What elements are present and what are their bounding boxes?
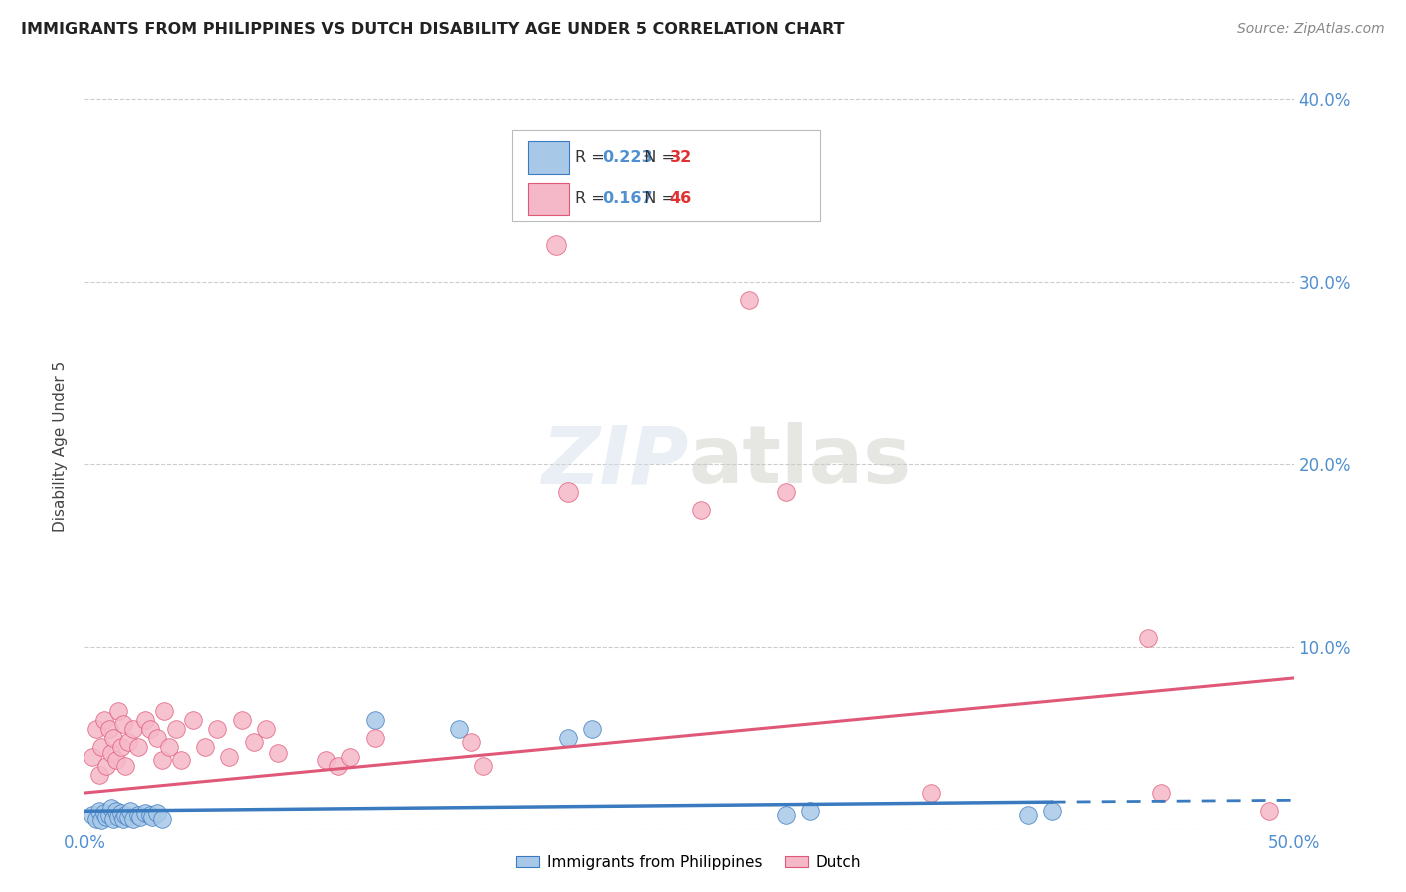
Point [581,722,603,736]
Point [138,722,160,736]
Point [181,713,204,727]
Text: R =: R = [575,191,610,206]
Point [134,806,156,821]
Point [121,722,143,736]
Point [153,704,176,718]
Point [194,740,217,755]
Point [100,800,122,814]
Point [254,722,277,736]
Point [557,484,579,499]
Point [117,810,139,824]
Point [134,713,156,727]
Text: 0.223: 0.223 [602,150,652,165]
Point [460,735,482,749]
Point [1149,786,1171,800]
Point [775,808,797,822]
Point [138,808,160,822]
Point [80,808,103,822]
Text: Source: ZipAtlas.com: Source: ZipAtlas.com [1237,22,1385,37]
Point [544,238,567,252]
Point [738,293,761,307]
Point [207,722,229,736]
Point [127,740,149,755]
Point [328,758,350,772]
Point [472,758,495,772]
Text: 32: 32 [669,150,692,165]
Text: ZIP: ZIP [541,422,689,500]
Point [799,805,821,819]
Text: N =: N = [634,191,681,206]
Text: N =: N = [634,150,681,165]
Point [114,758,136,772]
Point [114,808,136,822]
Point [103,731,125,746]
Point [165,722,187,736]
Text: R =: R = [575,150,610,165]
Point [90,814,112,828]
Point [1017,808,1039,822]
Point [150,812,173,826]
Point [97,808,120,822]
Point [87,805,110,819]
Point [775,484,797,499]
Point [103,812,125,826]
Point [104,753,127,767]
Point [315,753,337,767]
Point [117,735,139,749]
Y-axis label: Disability Age Under 5: Disability Age Under 5 [53,360,69,532]
Point [363,731,385,746]
Point [129,810,152,824]
Point [93,806,115,821]
Point [86,722,108,736]
Point [97,722,120,736]
Text: 46: 46 [669,191,692,206]
Text: IMMIGRANTS FROM PHILIPPINES VS DUTCH DISABILITY AGE UNDER 5 CORRELATION CHART: IMMIGRANTS FROM PHILIPPINES VS DUTCH DIS… [21,22,845,37]
Point [100,746,122,760]
Point [87,768,110,782]
Point [170,753,193,767]
Point [449,722,471,736]
Point [1258,805,1281,819]
Point [150,753,173,767]
Point [339,749,361,764]
Point [146,731,169,746]
Point [157,740,180,755]
Point [94,810,117,824]
Point [104,805,127,819]
Point [267,746,290,760]
Point [107,810,129,824]
Point [110,806,132,821]
Point [920,786,942,800]
Point [107,704,129,718]
Legend: Immigrants from Philippines, Dutch: Immigrants from Philippines, Dutch [510,848,868,876]
Point [110,740,132,755]
Point [90,740,112,755]
Point [363,713,385,727]
Point [94,758,117,772]
Point [242,735,264,749]
Text: atlas: atlas [689,422,912,500]
Point [86,812,108,826]
Text: 0.167: 0.167 [602,191,652,206]
Point [93,713,115,727]
Point [690,503,713,517]
Point [218,749,240,764]
Point [231,713,253,727]
Point [557,731,579,746]
Point [146,806,169,821]
Point [1040,805,1063,819]
Point [120,805,142,819]
Point [141,810,163,824]
Point [112,812,135,826]
Point [1137,631,1160,645]
Point [80,749,103,764]
Point [121,812,143,826]
Point [127,808,149,822]
Point [112,716,135,731]
